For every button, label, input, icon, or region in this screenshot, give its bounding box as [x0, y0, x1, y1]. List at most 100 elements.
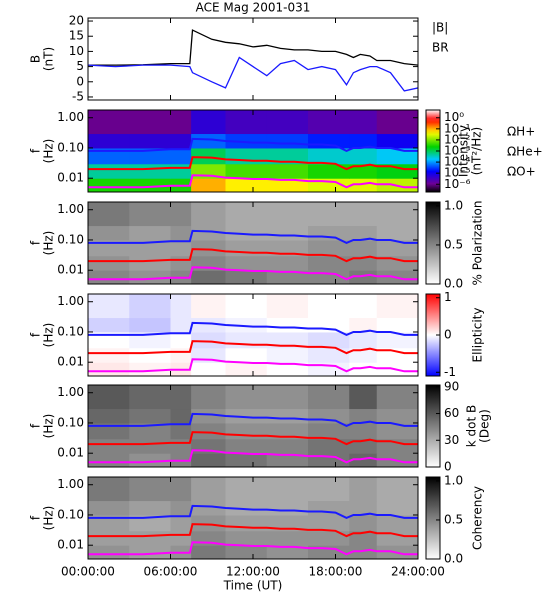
heatmap-cell: [308, 239, 350, 257]
colorbar: [425, 476, 441, 560]
heatmap-cell: [170, 500, 192, 516]
y-tick-label: 0.10: [57, 324, 84, 338]
heatmap-cell: [266, 255, 309, 271]
heatmap-cell: [129, 438, 171, 454]
heatmap-cell: [349, 408, 378, 424]
heatmap-cell: [88, 239, 130, 257]
heatmap-cell: [88, 255, 130, 271]
y-tick-label: 0.10: [57, 507, 84, 521]
heatmap-cell: [349, 317, 378, 333]
heatmap-cell: [191, 239, 226, 257]
x-tick-label: 06:00:00: [144, 565, 198, 579]
colorbar-tick-label: 10⁻³: [444, 144, 471, 158]
colorbar-tick-label: 10⁻²: [444, 132, 471, 146]
heatmap-cell: [349, 477, 378, 502]
y-tick-label: 0.10: [57, 415, 84, 429]
colorbar-tick-label: 90: [444, 379, 459, 393]
colorbar-label: k dot B: [465, 405, 479, 447]
heatmap-cell: [129, 239, 171, 257]
heatmap-cell: [266, 545, 309, 559]
plot-frame: [87, 17, 419, 101]
series-line: [88, 412, 418, 427]
heatmap-cell: [191, 514, 226, 532]
heatmap-cell: [129, 133, 171, 149]
heatmap-cell: [225, 438, 268, 454]
series-line: [88, 504, 418, 519]
plot-area: [88, 202, 418, 284]
heatmap-cell: [349, 331, 378, 349]
heatmap-cell: [170, 163, 192, 179]
heatmap-cell: [225, 500, 268, 516]
heatmap-cell: [191, 422, 226, 440]
heatmap-cell: [225, 163, 268, 179]
heatmap-cell: [308, 347, 350, 363]
heatmap-cell: [349, 385, 378, 410]
plot-area: [88, 110, 418, 192]
colorbar-tick-label: 10⁻¹: [444, 121, 471, 135]
heatmap-cell: [266, 147, 309, 165]
heatmap-cell: [191, 133, 226, 149]
heatmap-cell: [349, 545, 378, 559]
heatmap-cell: [349, 110, 378, 135]
heatmap-cell: [170, 530, 192, 546]
heatmap-cell: [88, 147, 130, 165]
heatmap-cell: [349, 178, 378, 192]
series-line: [88, 229, 418, 244]
heatmap-cell: [129, 317, 171, 333]
heatmap-cell: [191, 147, 226, 165]
legend-label: ΩHe+: [507, 145, 543, 159]
y-tick-label: 1.00: [57, 477, 84, 491]
heatmap-cell: [191, 202, 226, 227]
heatmap-cell: [170, 225, 192, 241]
heatmap-cell: [225, 147, 268, 165]
colorbar-tick-label: 30: [444, 433, 459, 447]
y-tick-label: 10: [69, 44, 84, 58]
heatmap-cell: [266, 438, 309, 454]
heatmap-cell: [349, 239, 378, 257]
y-axis-label: (Hz): [42, 414, 56, 439]
heatmap-cell: [88, 347, 130, 363]
heatmap-cell: [191, 270, 226, 284]
series-line: [88, 449, 418, 464]
y-axis-label: (Hz): [42, 231, 56, 256]
heatmap-cell: [191, 385, 226, 410]
heatmap-cell: [129, 202, 171, 227]
heatmap-cell: [129, 362, 171, 376]
x-tick-label: 00:00:00: [61, 565, 115, 579]
colorbar-tick-label: 0.0: [444, 277, 463, 291]
y-tick-label: 0.10: [57, 232, 84, 246]
heatmap-cell: [129, 147, 171, 165]
series-line: [88, 156, 418, 171]
heatmap-cell: [349, 270, 378, 284]
colorbar-tick-label: 0.0: [444, 552, 463, 566]
series-line: [88, 523, 418, 538]
heatmap-cell: [225, 530, 268, 546]
heatmap-cell: [266, 133, 309, 149]
heatmap-cell: [191, 331, 226, 349]
heatmap-cell: [308, 477, 350, 502]
y-tick-label: 0.01: [57, 171, 84, 185]
y-axis-label: f: [29, 240, 43, 245]
heatmap-cell: [129, 225, 171, 241]
y-tick-label: 15: [69, 29, 84, 43]
heatmap-cell: [191, 545, 226, 559]
heatmap-cell: [376, 147, 418, 165]
heatmap-cell: [308, 110, 350, 135]
heatmap-cell: [266, 385, 309, 410]
colorbar-label: (nT²/Hz): [470, 127, 484, 175]
heatmap-cell: [266, 422, 309, 440]
heatmap-cell: [129, 331, 171, 349]
heatmap-cell: [376, 255, 418, 271]
heatmap-cell: [308, 317, 350, 333]
heatmap-cell: [376, 514, 418, 532]
heatmap-cell: [266, 225, 309, 241]
heatmap-cell: [376, 239, 418, 257]
y-tick-label: -5: [72, 89, 84, 103]
heatmap-cell: [129, 453, 171, 467]
heatmap-cell: [170, 347, 192, 363]
heatmap-cell: [308, 422, 350, 440]
heatmap-cell: [225, 110, 268, 135]
heatmap-cell: [129, 408, 171, 424]
heatmap-cell: [170, 133, 192, 149]
y-axis-label: (nT): [42, 47, 56, 71]
